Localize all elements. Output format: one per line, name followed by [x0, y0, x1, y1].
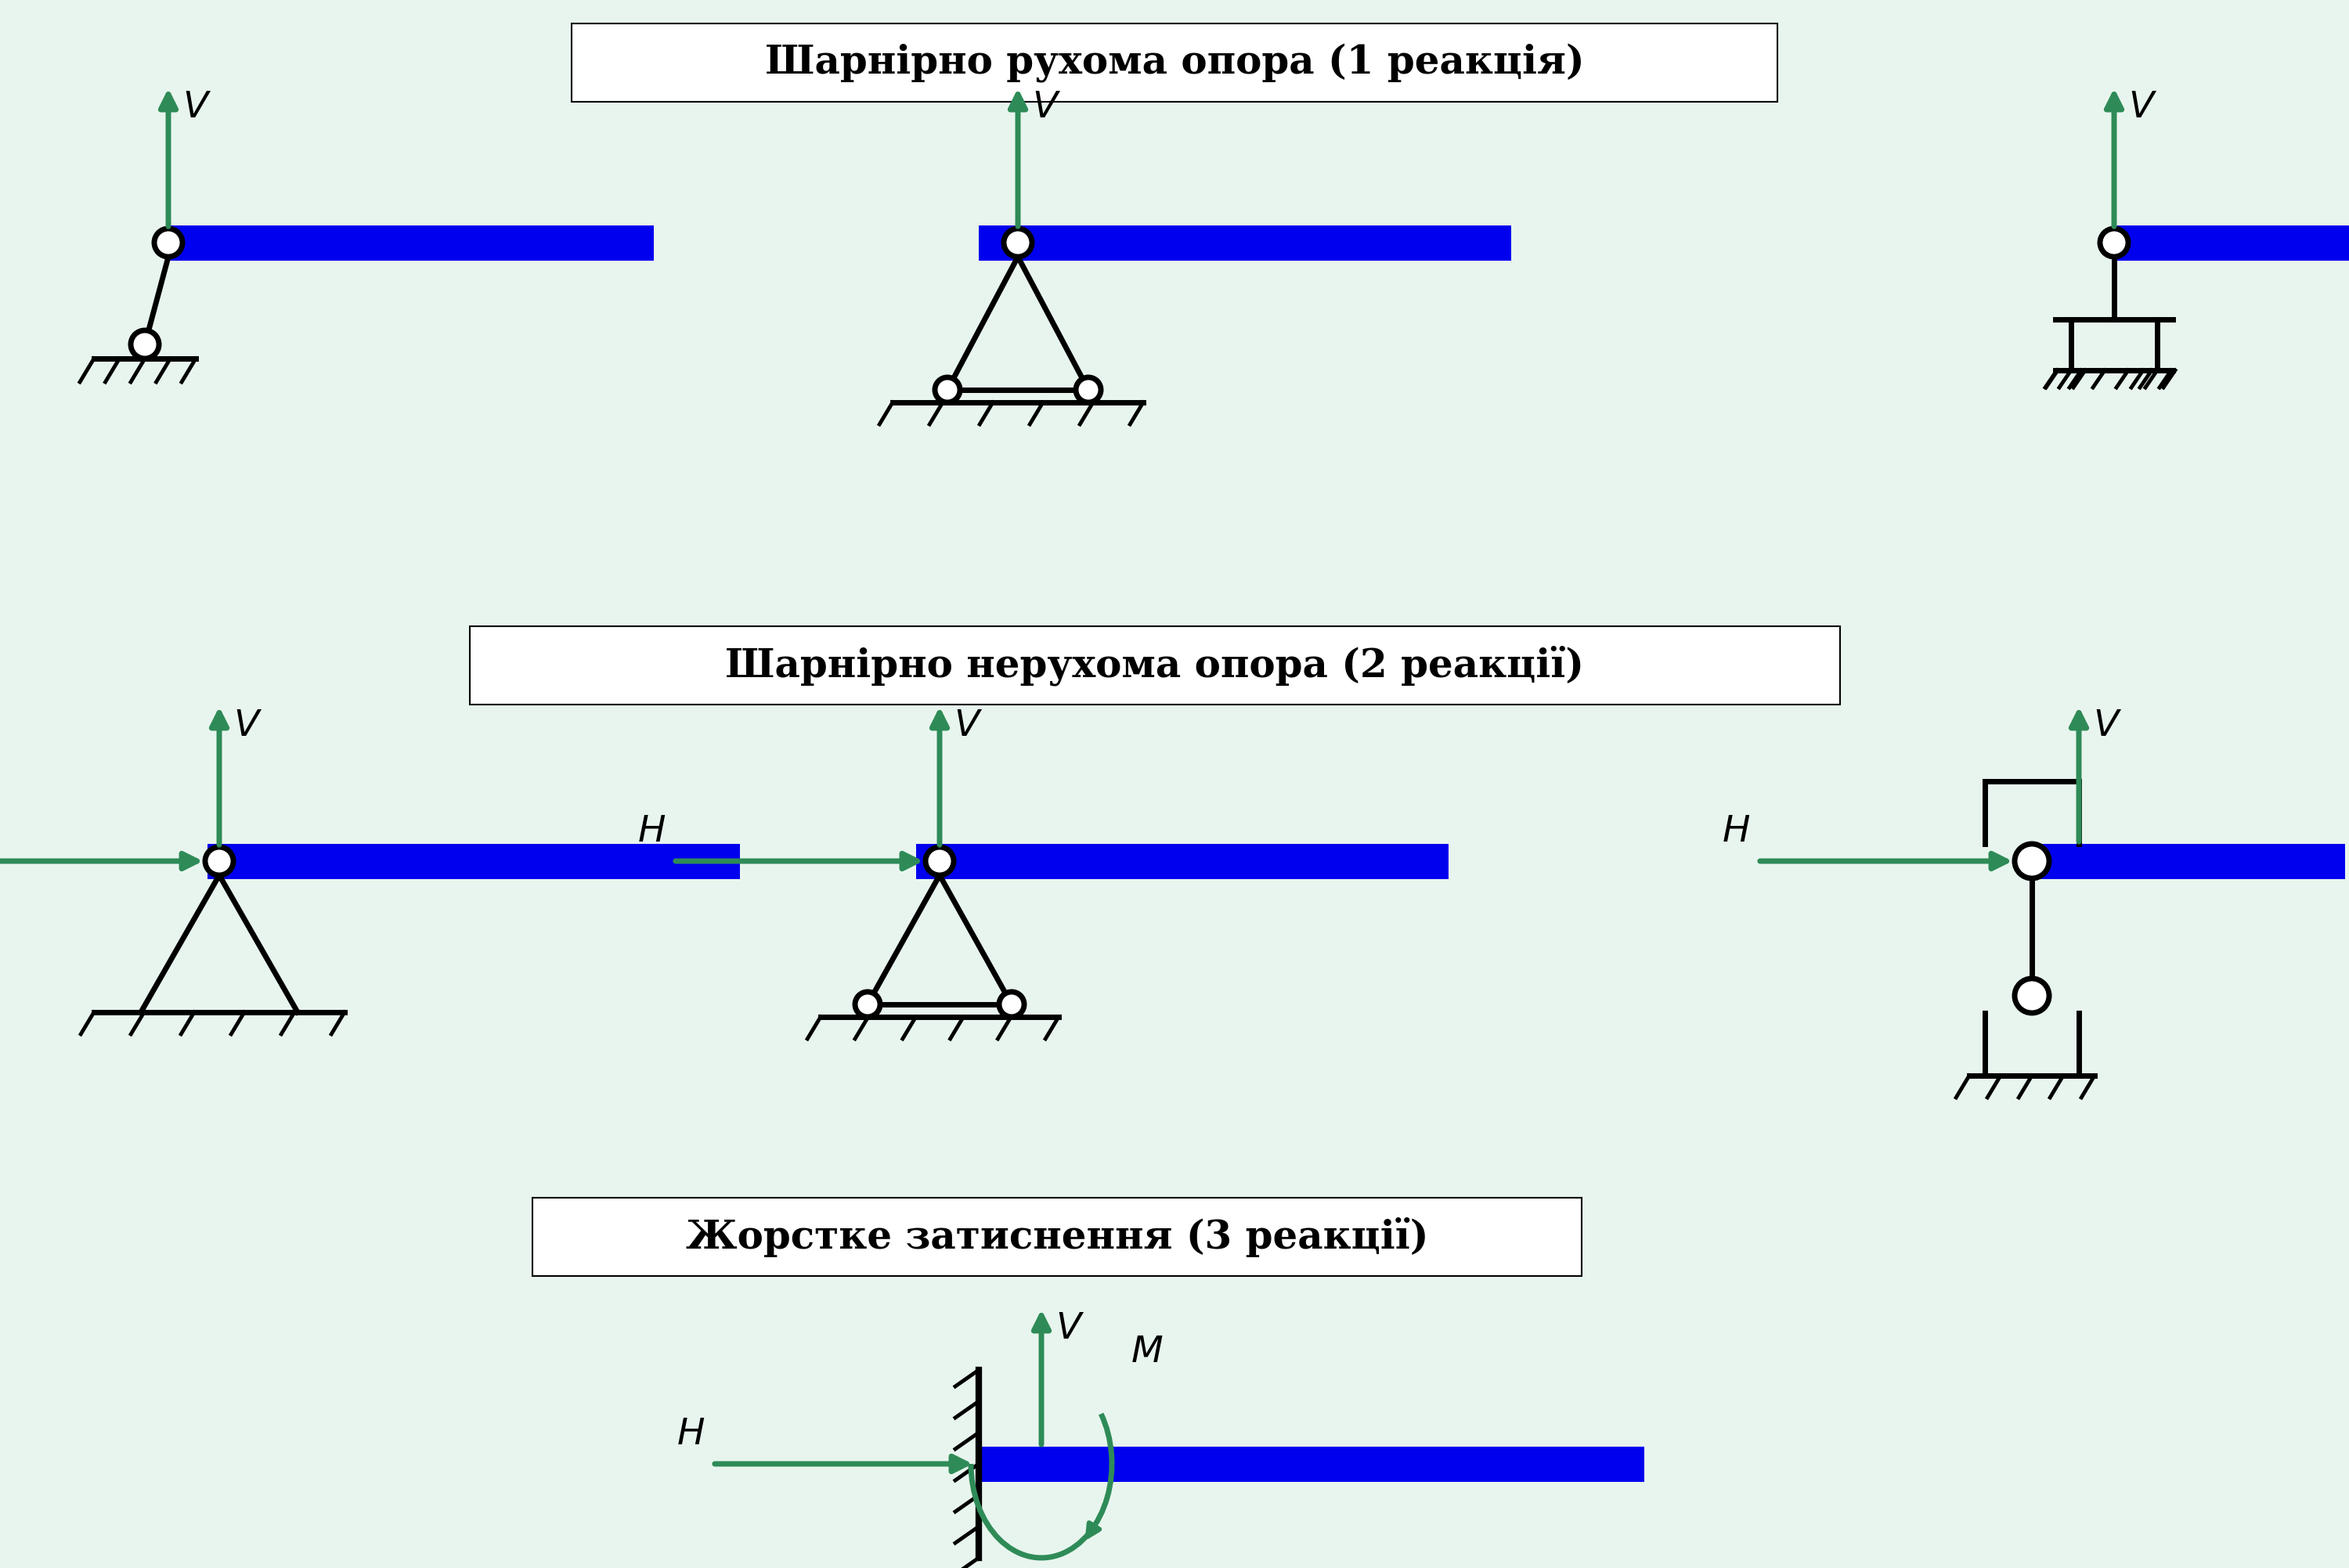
Circle shape — [926, 847, 954, 875]
Circle shape — [2015, 844, 2048, 878]
Circle shape — [132, 331, 160, 359]
Text: V: V — [1055, 1311, 1081, 1347]
Circle shape — [2100, 229, 2128, 257]
Bar — [470, 626, 1839, 704]
Circle shape — [855, 993, 881, 1018]
Text: Шарнірно нерухома опора (2 реакції): Шарнірно нерухома опора (2 реакції) — [726, 646, 1583, 685]
Text: V: V — [954, 709, 980, 743]
Bar — [980, 226, 1510, 260]
Bar — [980, 1446, 1644, 1482]
Text: Шарнірно рухома опора (1 реакція): Шарнірно рухома опора (1 реакція) — [766, 42, 1583, 82]
Text: H: H — [637, 814, 665, 850]
Bar — [916, 844, 1449, 878]
Circle shape — [1076, 378, 1102, 403]
Circle shape — [998, 993, 1024, 1018]
Text: Жорстке затиснення (3 реакції): Жорстке затиснення (3 реакції) — [686, 1217, 1428, 1258]
Circle shape — [1003, 229, 1031, 257]
Bar — [571, 24, 1778, 102]
Text: V: V — [183, 89, 207, 125]
Circle shape — [935, 378, 961, 403]
Text: V: V — [2093, 709, 2119, 743]
Text: V: V — [1031, 89, 1057, 125]
Bar — [207, 844, 740, 878]
Circle shape — [204, 847, 233, 875]
Text: V: V — [233, 709, 258, 743]
Circle shape — [155, 229, 183, 257]
Text: V: V — [2128, 89, 2154, 125]
Text: H: H — [1722, 814, 1750, 850]
Bar — [533, 1198, 1581, 1276]
Bar — [2032, 844, 2344, 878]
Bar — [169, 226, 653, 260]
Bar — [2114, 226, 2349, 260]
Text: M: M — [1132, 1334, 1163, 1370]
Circle shape — [2015, 978, 2048, 1013]
Text: H: H — [677, 1417, 705, 1452]
